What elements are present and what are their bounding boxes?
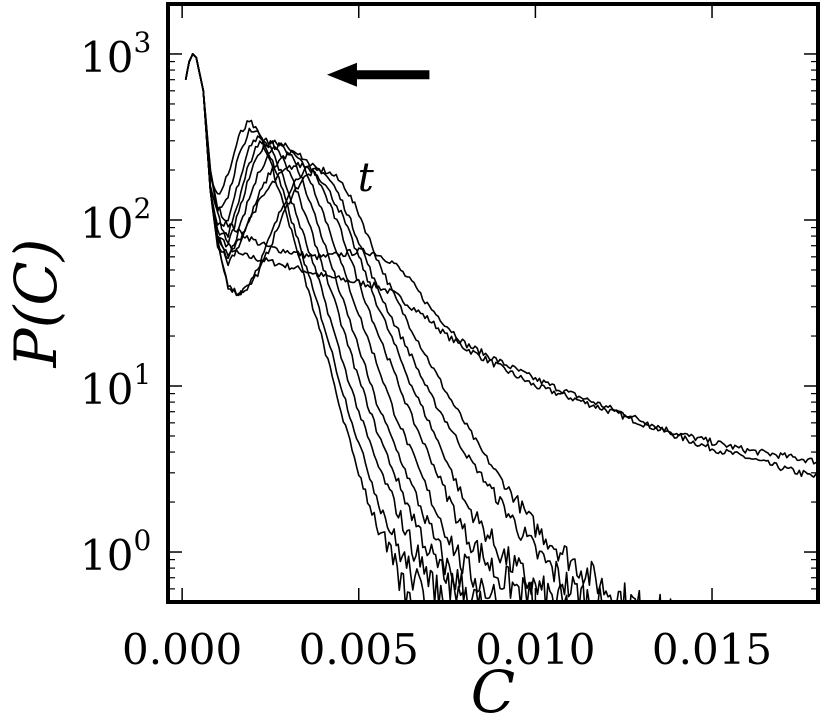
series-line-12: [184, 53, 412, 602]
y-axis-label: P(C): [2, 239, 70, 369]
y-tick-label: 102: [80, 192, 151, 248]
x-axis-label: C: [471, 658, 515, 720]
series-line-5: [184, 53, 568, 602]
series-line-7: [184, 53, 501, 602]
x-tick-label: 0.000: [122, 625, 242, 674]
x-tick-label: 0.010: [475, 625, 595, 674]
tick-group: 0.000 0.005 0.010 0.015 100 101 102 103: [80, 3, 818, 674]
series-line-2: [184, 53, 818, 465]
series-group: [184, 53, 818, 602]
x-tick-label: 0.015: [652, 625, 772, 674]
y-tick-label: 101: [80, 358, 151, 414]
arrow-head-icon: [326, 62, 357, 87]
x-tick-label: 0.005: [299, 625, 419, 674]
series-line-8: [184, 53, 483, 602]
plot-frame: [166, 2, 820, 604]
series-line-1: [184, 53, 818, 479]
series-line-4: [184, 53, 603, 602]
annotation-group: t: [326, 62, 430, 201]
series-line-6: [184, 53, 536, 602]
series-line-11: [184, 53, 426, 602]
series-line-3: [184, 53, 672, 602]
series-line-10: [184, 53, 444, 602]
series-line-9: [184, 53, 465, 602]
y-tick-label: 100: [80, 524, 151, 580]
y-tick-label: 103: [80, 26, 151, 82]
annotation-text: t: [358, 155, 375, 201]
